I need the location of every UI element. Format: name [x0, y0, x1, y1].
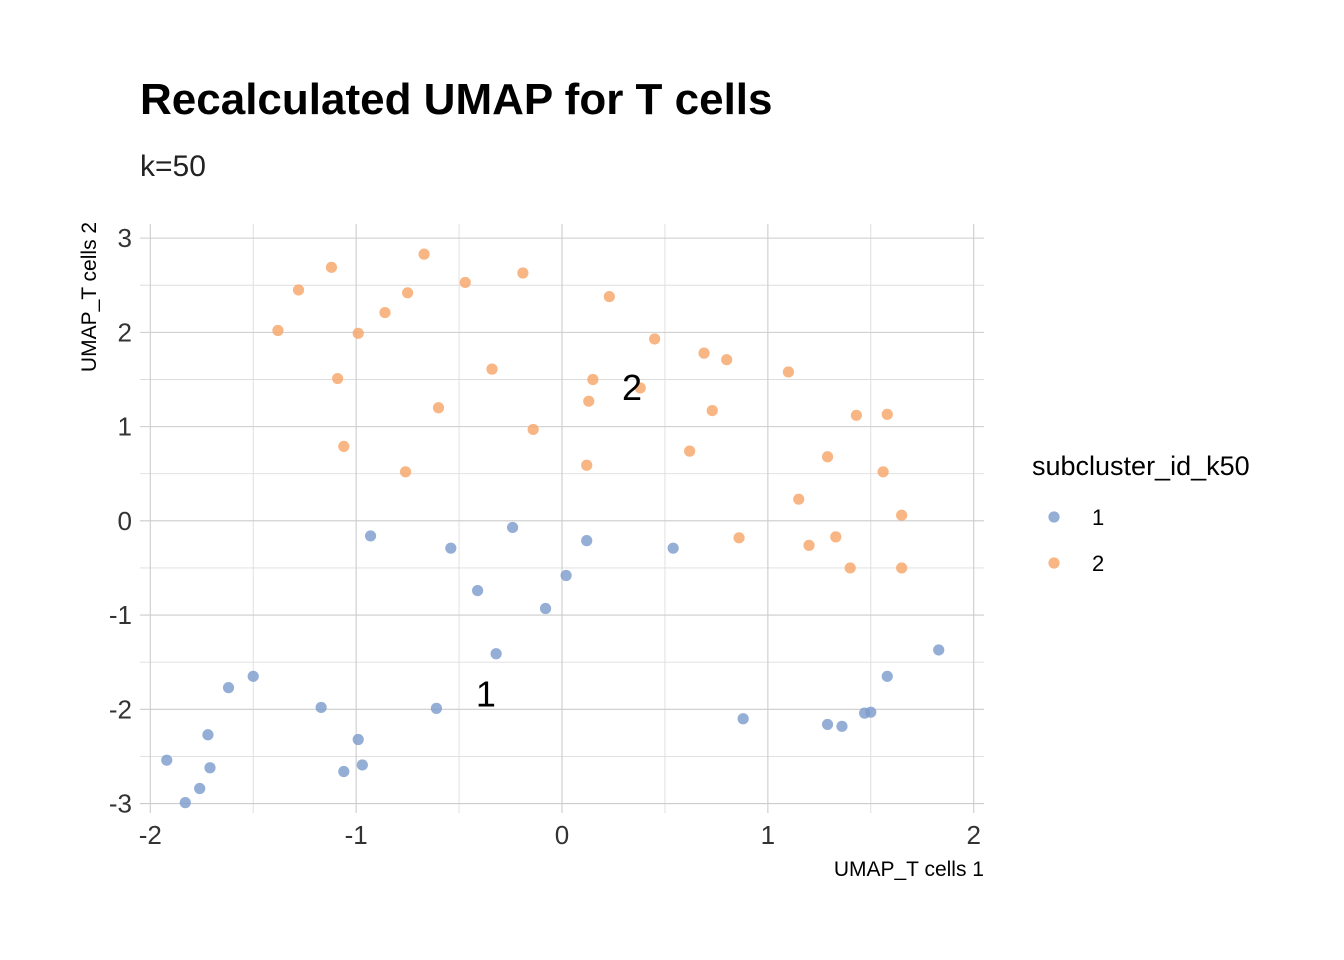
- data-point-cluster-2: [527, 423, 539, 436]
- data-point-cluster-2: [432, 402, 445, 414]
- data-point-cluster-1: [836, 720, 848, 732]
- legend-items: 12: [1048, 505, 1104, 576]
- data-point-cluster-1: [821, 718, 834, 731]
- data-point-cluster-2: [292, 284, 305, 296]
- data-point-cluster-1: [352, 733, 364, 746]
- legend-key-1: [1048, 511, 1060, 523]
- y-tick-label: 1: [118, 412, 132, 442]
- cluster-label: 1: [476, 673, 496, 714]
- data-point-cluster-2: [821, 451, 834, 463]
- data-point-cluster-2: [603, 290, 615, 303]
- data-point-cluster-2: [402, 287, 414, 299]
- data-points: [161, 248, 945, 809]
- data-point-cluster-2: [803, 539, 815, 551]
- data-point-cluster-1: [506, 521, 519, 534]
- legend: subcluster_id_k50 12: [1032, 451, 1250, 576]
- data-point-cluster-1: [338, 765, 350, 778]
- data-point-cluster-1: [445, 542, 457, 554]
- cluster-label: 2: [622, 367, 642, 408]
- x-tick-label: -2: [139, 820, 162, 850]
- chart-subtitle: k=50: [140, 150, 206, 183]
- data-point-cluster-1: [315, 701, 327, 714]
- y-axis-title: UMAP_T cells 2: [78, 222, 101, 372]
- data-point-cluster-2: [587, 373, 599, 386]
- y-tick-label: -1: [109, 600, 132, 630]
- data-point-cluster-2: [881, 408, 893, 420]
- data-point-cluster-2: [272, 324, 284, 337]
- data-point-cluster-1: [194, 782, 206, 795]
- data-point-cluster-1: [560, 569, 572, 582]
- data-point-cluster-2: [844, 562, 856, 574]
- data-point-cluster-2: [649, 333, 661, 345]
- data-point-cluster-2: [896, 509, 908, 521]
- data-point-cluster-2: [634, 382, 646, 394]
- y-tick-label: 3: [118, 223, 132, 253]
- data-point-cluster-2: [698, 347, 710, 359]
- data-point-cluster-2: [338, 440, 350, 453]
- data-point-cluster-1: [222, 682, 235, 694]
- data-point-cluster-2: [352, 327, 364, 339]
- y-tick-label: 0: [118, 506, 132, 536]
- data-point-cluster-2: [399, 466, 412, 478]
- data-point-cluster-1: [202, 729, 214, 741]
- data-point-cluster-2: [418, 248, 430, 260]
- data-point-cluster-1: [472, 584, 484, 597]
- data-point-cluster-1: [179, 797, 191, 809]
- data-point-cluster-2: [830, 531, 842, 543]
- data-point-cluster-2: [850, 409, 862, 421]
- data-point-cluster-2: [581, 459, 593, 471]
- y-tick-label: -2: [109, 694, 132, 724]
- data-point-cluster-1: [161, 754, 173, 766]
- data-point-cluster-2: [896, 562, 908, 574]
- data-point-cluster-2: [733, 532, 745, 544]
- data-point-cluster-2: [782, 366, 795, 378]
- legend-label-2: 2: [1092, 551, 1104, 576]
- data-point-cluster-1: [737, 713, 749, 725]
- data-point-cluster-2: [332, 372, 344, 385]
- data-point-cluster-2: [877, 466, 889, 478]
- y-tick-label: -3: [109, 789, 132, 819]
- cluster-labels: 12: [476, 367, 642, 714]
- data-point-cluster-1: [581, 535, 593, 547]
- chart-title: Recalculated UMAP for T cells: [140, 75, 773, 124]
- legend-label-1: 1: [1092, 505, 1104, 530]
- data-point-cluster-1: [490, 648, 502, 660]
- data-point-cluster-2: [706, 404, 718, 417]
- data-point-cluster-1: [667, 542, 679, 554]
- x-tick-label: -1: [345, 820, 368, 850]
- data-point-cluster-1: [865, 706, 877, 718]
- data-point-cluster-1: [356, 759, 368, 771]
- x-axis-title: UMAP_T cells 1: [834, 858, 984, 881]
- data-point-cluster-1: [933, 644, 945, 656]
- data-point-cluster-2: [379, 306, 391, 319]
- data-point-cluster-2: [517, 267, 529, 279]
- data-point-cluster-2: [721, 354, 733, 366]
- data-point-cluster-2: [793, 493, 805, 505]
- data-point-cluster-1: [539, 602, 552, 615]
- x-tick-label: 2: [966, 820, 980, 850]
- legend-title: subcluster_id_k50: [1032, 451, 1250, 481]
- y-tick-label: 2: [118, 317, 132, 347]
- x-tick-label: 1: [761, 820, 775, 850]
- data-point-cluster-2: [459, 276, 471, 289]
- data-point-cluster-2: [583, 395, 595, 407]
- x-tick-label: 0: [555, 820, 569, 850]
- legend-key-2: [1048, 557, 1060, 569]
- data-point-cluster-1: [881, 670, 893, 682]
- data-point-cluster-1: [430, 702, 443, 714]
- data-point-cluster-1: [204, 762, 216, 774]
- data-point-cluster-2: [486, 363, 498, 375]
- data-point-cluster-1: [247, 670, 259, 682]
- data-point-cluster-2: [684, 445, 696, 457]
- grid-lines: [140, 224, 984, 813]
- data-point-cluster-2: [325, 261, 338, 273]
- data-point-cluster-1: [364, 530, 377, 542]
